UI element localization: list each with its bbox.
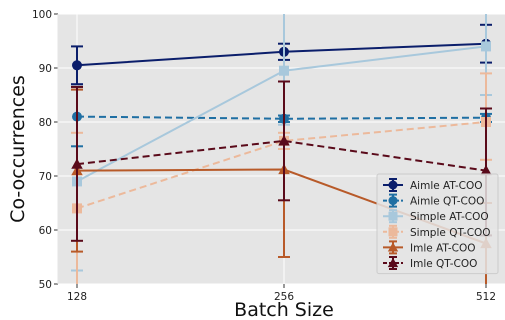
data-point <box>480 164 492 176</box>
y-tick-label: 100 <box>32 9 52 21</box>
y-tick-label: 90 <box>39 63 52 75</box>
legend-item: Imle QT-COO <box>383 256 477 270</box>
legend-marker <box>388 180 398 190</box>
x-tick-label: 128 <box>67 291 87 303</box>
legend-label: Simple QT-COO <box>410 227 491 239</box>
legend-marker <box>387 257 399 268</box>
y-tick-label: 70 <box>39 171 52 183</box>
x-tick-label: 512 <box>476 291 496 303</box>
legend-marker <box>388 227 398 237</box>
series-line <box>76 115 487 120</box>
legend-item: Aimle QT-COO <box>383 193 484 208</box>
legend-item: Simple QT-COO <box>383 224 491 239</box>
legend-item: Simple AT-COO <box>383 209 489 224</box>
data-point <box>278 135 290 146</box>
legend: Aimle AT-COO Aimle QT-COO Simple AT-COO Sim… <box>376 173 499 275</box>
legend-label: Aimle QT-COO <box>410 196 484 208</box>
data-point <box>481 41 491 52</box>
data-point <box>71 158 83 169</box>
series-line <box>76 139 487 172</box>
legend-label: Imle AT-COO <box>410 242 476 254</box>
legend-box <box>376 173 499 275</box>
legend-marker <box>387 242 399 252</box>
legend-label: Imle QT-COO <box>410 258 477 270</box>
legend-label: Aimle AT-COO <box>410 180 483 192</box>
data-point <box>72 60 82 71</box>
y-tick-label: 60 <box>39 225 52 237</box>
y-axis-label: Co-occurrences <box>7 75 29 223</box>
y-tick-label: 80 <box>39 117 52 129</box>
data-point <box>279 65 289 76</box>
legend-item: Aimle AT-COO <box>383 178 483 192</box>
legend-item: Imle AT-COO <box>383 240 476 255</box>
series-line <box>76 121 487 210</box>
x-tick-label: 256 <box>274 291 294 303</box>
legend-marker <box>388 196 398 206</box>
axes: 50 60 70 80 90 100 128 256 512 <box>32 9 496 303</box>
legend-marker <box>388 211 398 221</box>
legend-label: Simple AT-COO <box>410 211 489 223</box>
y-tick-label: 50 <box>39 279 52 291</box>
x-axis-label: Batch Size <box>234 299 334 320</box>
